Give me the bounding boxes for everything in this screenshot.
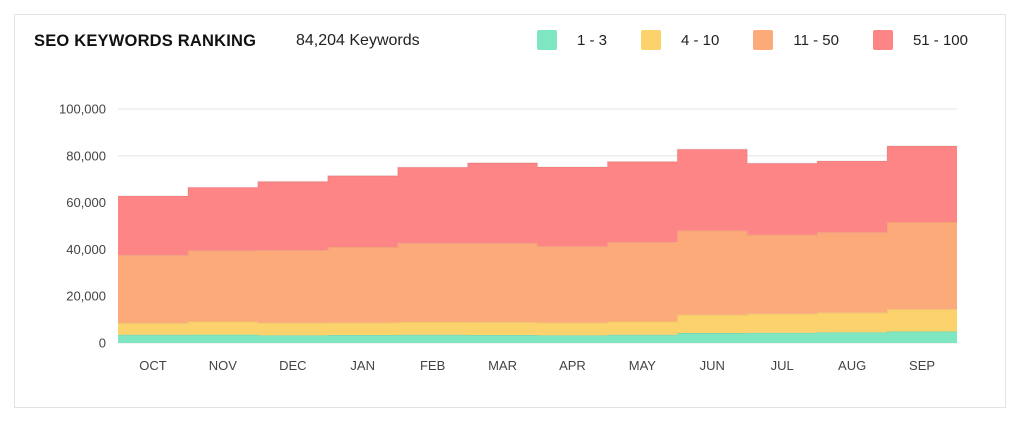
x-tick-label: SEP xyxy=(909,358,935,373)
x-tick-label: NOV xyxy=(209,358,238,373)
legend-label: 11 - 50 xyxy=(793,31,839,49)
series-area-51-100 xyxy=(118,145,957,256)
x-tick-label: AUG xyxy=(838,358,866,373)
series-edge-51-100 xyxy=(118,145,957,197)
x-tick-label: JAN xyxy=(350,358,375,373)
y-tick-label: 80,000 xyxy=(66,148,106,163)
y-tick-label: 20,000 xyxy=(66,289,106,304)
y-tick-label: 100,000 xyxy=(59,102,106,117)
legend-item-51-100[interactable]: 51 - 100 xyxy=(872,30,968,50)
chart-title: SEO KEYWORDS RANKING xyxy=(34,32,257,50)
x-tick-label: OCT xyxy=(139,358,167,373)
y-tick-label: 0 xyxy=(99,336,106,351)
keyword-count: 84,204 Keywords xyxy=(296,32,420,49)
legend-swatch xyxy=(641,30,661,50)
legend-item-11-50[interactable]: 11 - 50 xyxy=(753,30,839,50)
x-tick-label: APR xyxy=(559,358,586,373)
x-tick-label: JUN xyxy=(700,358,725,373)
x-tick-label: FEB xyxy=(420,358,445,373)
legend-swatch xyxy=(872,30,893,50)
series-area-1-3 xyxy=(118,331,957,343)
legend-label: 51 - 100 xyxy=(912,31,968,49)
legend-swatch xyxy=(753,30,774,50)
legend: 1 - 3 4 - 10 11 - 50 51 - 100 xyxy=(536,30,968,50)
x-tick-label: JUL xyxy=(771,358,794,373)
x-tick-label: DEC xyxy=(279,358,306,373)
legend-swatch xyxy=(536,30,557,50)
y-tick-label: 40,000 xyxy=(66,242,106,257)
legend-label: 4 - 10 xyxy=(681,31,720,49)
legend-item-1-3[interactable]: 1 - 3 xyxy=(536,30,607,50)
x-tick-label: MAR xyxy=(488,358,517,373)
x-tick-label: MAY xyxy=(629,358,657,373)
legend-label: 1 - 3 xyxy=(576,31,607,49)
y-tick-label: 60,000 xyxy=(66,195,106,210)
legend-item-4-10[interactable]: 4 - 10 xyxy=(641,30,719,50)
